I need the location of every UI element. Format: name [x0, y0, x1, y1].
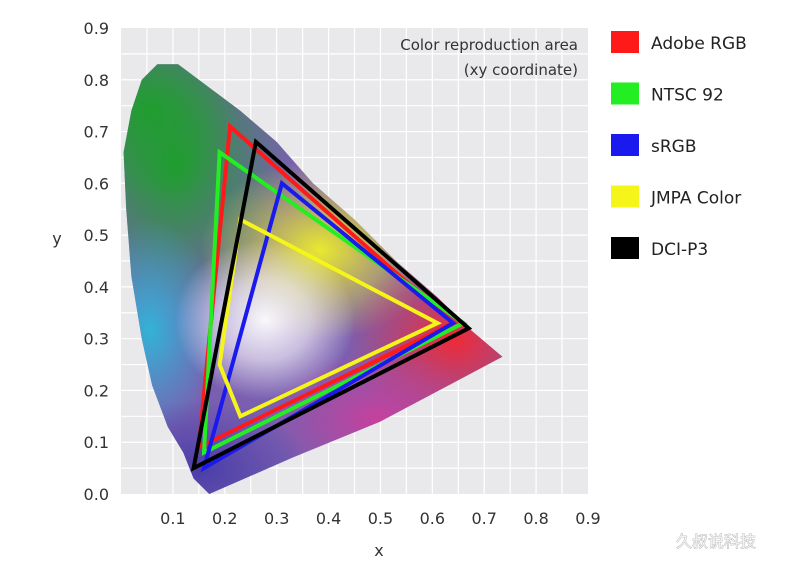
x-tick-label: 0.5 — [368, 509, 393, 528]
y-tick-label: 0.8 — [84, 71, 109, 90]
y-tick-label: 0.4 — [84, 278, 109, 297]
chart-subtitle: (xy coordinate) — [464, 61, 578, 79]
x-axis-label: x — [374, 541, 383, 560]
gamut-triangles — [190, 122, 473, 473]
gamut-ntsc-92 — [201, 148, 468, 456]
legend-label-dci-p3: DCI-P3 — [651, 240, 708, 260]
y-axis-label: y — [52, 229, 61, 248]
legend: Adobe RGB NTSC 92 sRGB JMPA Color DCI-P3 — [611, 31, 747, 260]
x-tick-label: 0.1 — [160, 509, 185, 528]
y-tick-label: 0.2 — [84, 381, 109, 400]
legend-label-ntsc-92: NTSC 92 — [651, 86, 724, 106]
chart-title: Color reproduction area — [400, 36, 578, 54]
x-tick-label: 0.8 — [523, 509, 548, 528]
x-tick-label: 0.2 — [212, 509, 237, 528]
y-tick-label: 0.6 — [84, 174, 109, 193]
legend-swatch-srgb — [611, 134, 639, 156]
axes: 0.1 0.2 0.3 0.4 0.5 0.6 0.7 0.8 0.9 0.0 0.1 0.2 0.3 0… — [84, 19, 601, 528]
x-tick-label: 0.4 — [316, 509, 341, 528]
gamut-dci-p3 — [190, 138, 473, 472]
y-tick-label: 0.3 — [84, 330, 109, 349]
x-tick-label: 0.6 — [420, 509, 445, 528]
legend-swatch-dci-p3 — [611, 237, 639, 259]
gamut-srgb — [200, 179, 457, 473]
legend-label-adobe-rgb: Adobe RGB — [651, 34, 747, 54]
y-tick-label: 0.9 — [84, 19, 109, 38]
y-tick-label: 0.0 — [84, 485, 109, 504]
y-tick-label: 0.7 — [84, 123, 109, 142]
x-tick-label: 0.3 — [264, 509, 289, 528]
legend-swatch-adobe-rgb — [611, 31, 639, 53]
x-tick-label: 0.7 — [471, 509, 496, 528]
y-tick-label: 0.1 — [84, 433, 109, 452]
watermark: 久叔说科技 — [676, 532, 756, 551]
legend-swatch-jmpa-color — [611, 185, 639, 208]
x-tick-label: 0.9 — [575, 509, 600, 528]
legend-label-jmpa-color: JMPA Color — [650, 189, 741, 209]
legend-label-srgb: sRGB — [651, 137, 697, 157]
legend-swatch-ntsc-92 — [611, 82, 639, 105]
y-tick-label: 0.5 — [84, 226, 109, 245]
gamut-jmpa-color — [217, 216, 442, 420]
